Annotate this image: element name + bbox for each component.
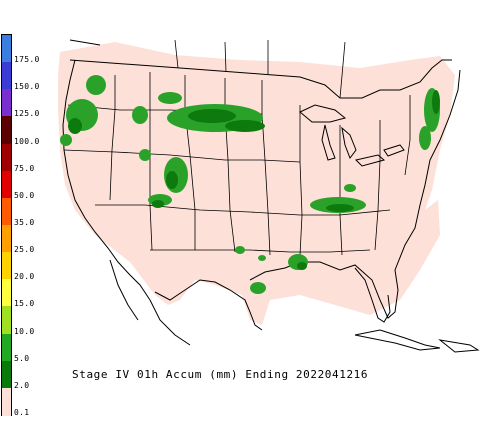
legend-label: 125.0	[14, 109, 40, 119]
legend-swatch	[2, 225, 11, 253]
canada-boundaries	[174, 39, 346, 99]
legend-swatch	[2, 387, 11, 416]
legend-swatch	[2, 252, 11, 281]
map-caption: Stage IV 01h Accum (mm) Ending 202204121…	[72, 368, 369, 381]
precip-cells	[60, 75, 440, 294]
legend-label: 50.0	[14, 190, 35, 200]
legend-label: 150.0	[14, 82, 40, 92]
legend-swatch	[2, 279, 11, 308]
legend-label: 5.0	[14, 353, 30, 363]
legend-label: 20.0	[14, 272, 35, 282]
color-bar	[1, 34, 12, 416]
coverage-area	[58, 42, 455, 325]
legend-swatch	[2, 62, 11, 91]
legend-label: 35.0	[14, 218, 35, 227]
legend-swatch	[2, 116, 11, 145]
legend-swatch	[2, 306, 11, 335]
legend-swatch	[2, 197, 11, 226]
legend-label: 2.0	[14, 380, 30, 390]
legend-label: 75.0	[14, 163, 35, 173]
legend-swatch	[2, 143, 11, 172]
legend-label: 100.0	[14, 136, 40, 146]
legend-swatch	[2, 333, 11, 362]
legend-swatch	[2, 360, 11, 389]
legend-label: 10.0	[14, 326, 35, 336]
legend-swatch	[2, 35, 11, 63]
legend-swatch	[2, 170, 11, 199]
legend-label: 15.0	[14, 299, 35, 309]
legend-label: 0.1	[14, 408, 30, 417]
legend-label: 175.0	[14, 55, 40, 65]
legend-swatch	[2, 89, 11, 118]
map-outlines	[62, 39, 480, 353]
legend-label: 25.0	[14, 245, 35, 255]
